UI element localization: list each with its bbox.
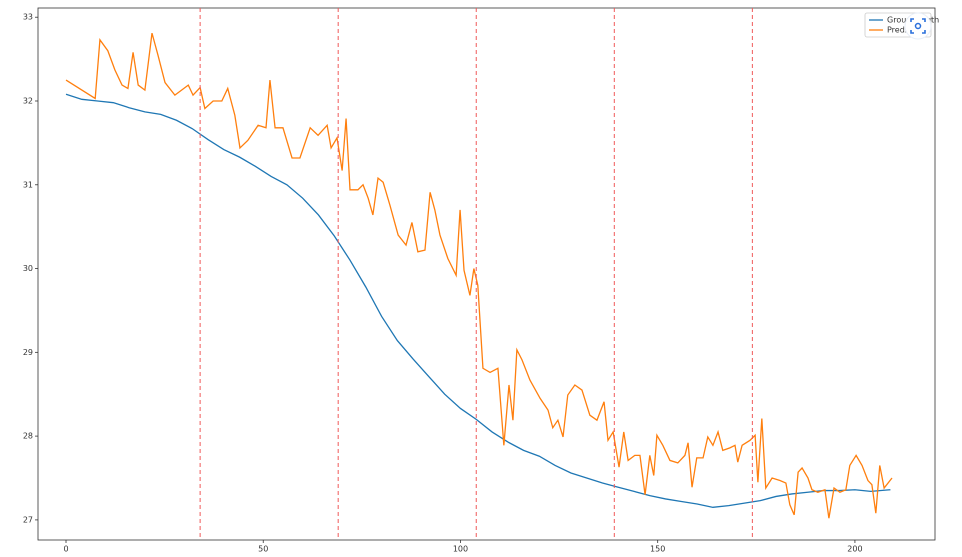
x-tick-label: 200 <box>847 545 862 554</box>
series-line <box>65 93 891 508</box>
screenshot-icon <box>910 18 926 34</box>
y-tick-label: 32 <box>23 96 33 105</box>
y-tick-label: 28 <box>23 432 33 441</box>
x-tick-label: 0 <box>63 545 68 554</box>
y-tick-label: 33 <box>23 13 33 22</box>
x-tick-label: 100 <box>453 545 468 554</box>
screenshot-button[interactable] <box>904 12 932 40</box>
screenshot-icon-dot <box>914 22 922 30</box>
series-line <box>65 32 893 519</box>
x-tick-label: 150 <box>650 545 665 554</box>
plot-frame <box>37 7 936 541</box>
x-tick-label: 50 <box>258 545 268 554</box>
y-tick-label: 27 <box>23 515 33 524</box>
y-tick-label: 29 <box>23 348 33 357</box>
y-tick-label: 30 <box>23 264 33 273</box>
y-tick-label: 31 <box>23 180 33 189</box>
